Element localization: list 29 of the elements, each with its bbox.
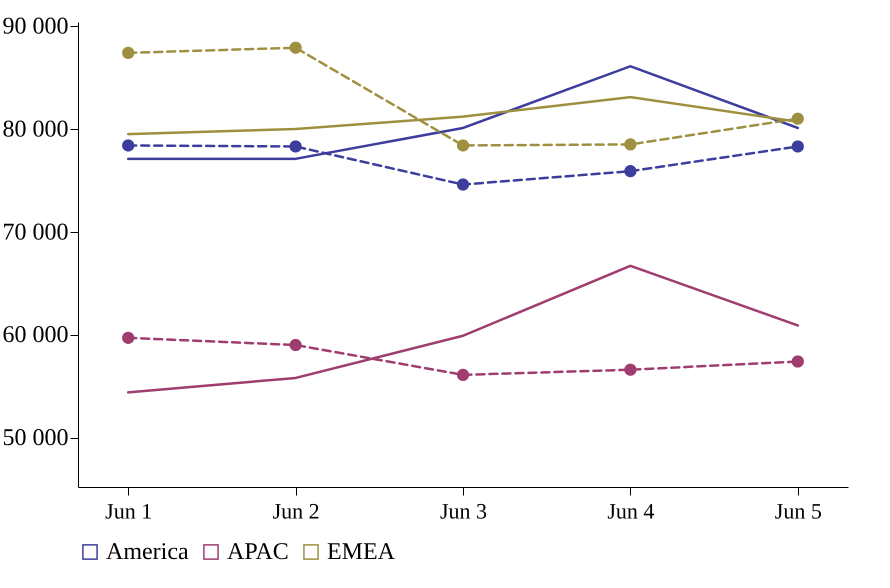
x-tick-label: Jun 3 — [440, 498, 488, 524]
point — [289, 140, 302, 153]
x-tick-label: Jun 1 — [105, 498, 152, 524]
point — [792, 140, 804, 153]
point — [122, 139, 134, 152]
point — [122, 46, 134, 59]
point — [456, 178, 470, 191]
x-tick-label: Jun 4 — [607, 498, 654, 524]
point — [792, 112, 804, 125]
legend-label: APAC — [227, 539, 289, 565]
y-tick-label: 70 000 — [2, 219, 68, 246]
legend-label: EMEA — [327, 539, 396, 565]
point — [289, 42, 302, 54]
x-tick-label: Jun 5 — [774, 498, 822, 524]
point — [792, 355, 804, 368]
x-tick-label: Jun 2 — [272, 498, 320, 524]
point — [624, 364, 637, 376]
point — [122, 332, 134, 344]
point — [624, 165, 637, 178]
point — [624, 138, 637, 151]
y-tick-label: 90 000 — [2, 14, 68, 40]
line-series — [126, 264, 800, 394]
point — [456, 368, 470, 381]
y-tick-label: 80 000 — [2, 116, 68, 142]
point — [289, 338, 302, 352]
legend-label: America — [106, 539, 189, 565]
y-tick-label: 50 000 — [2, 425, 68, 452]
y-tick-label: 60 000 — [2, 322, 68, 348]
point — [456, 139, 470, 152]
